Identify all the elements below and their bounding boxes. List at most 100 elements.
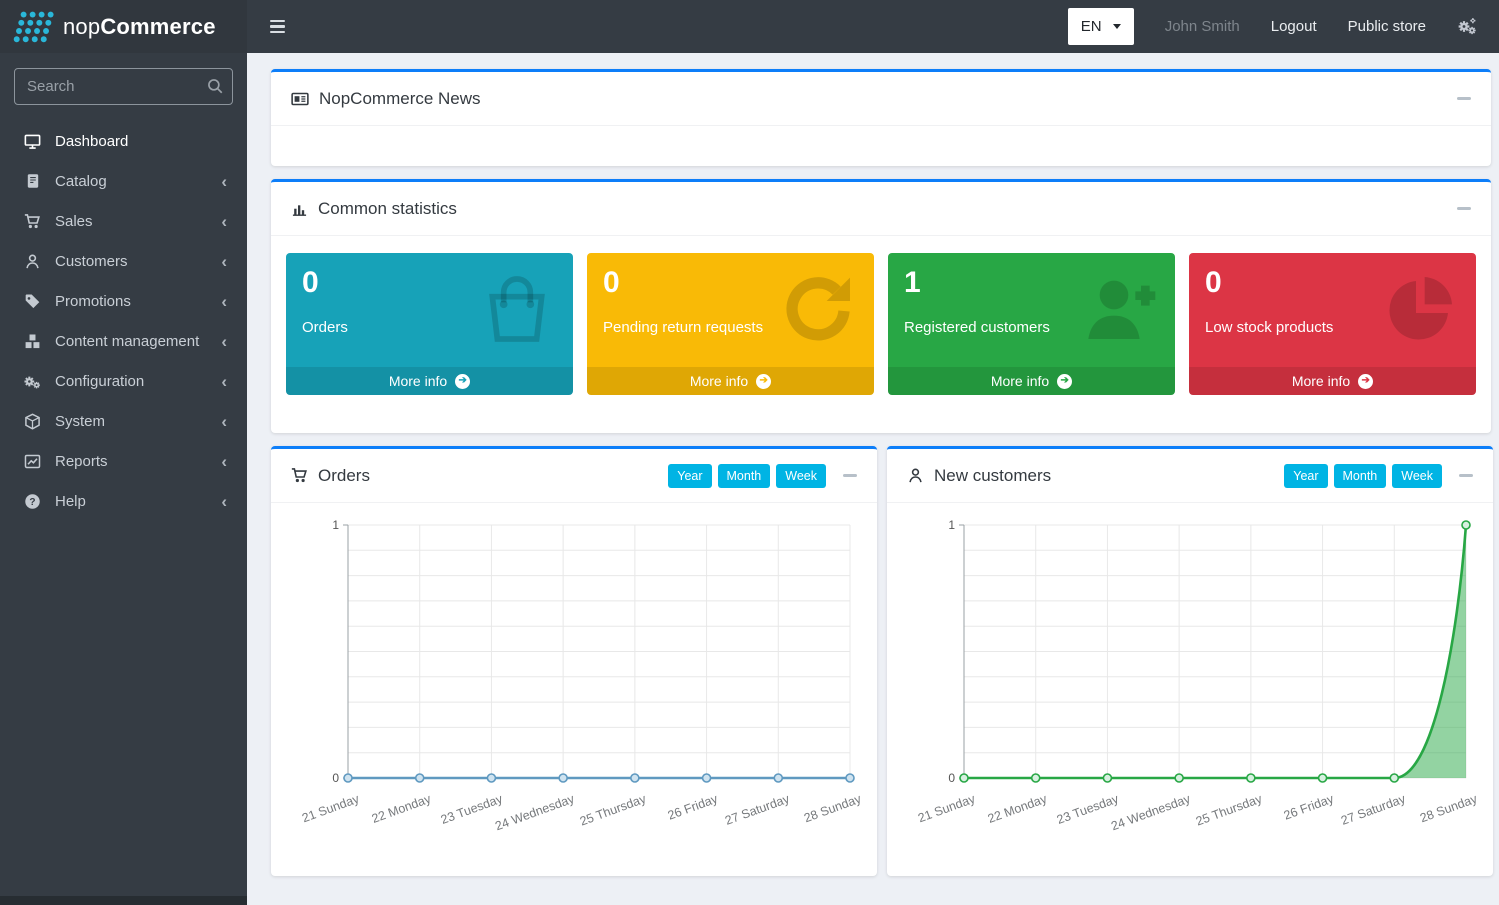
question-icon: ? — [22, 493, 43, 510]
svg-text:1: 1 — [948, 518, 955, 532]
svg-text:?: ? — [29, 497, 35, 508]
monitor-icon — [22, 133, 43, 150]
sidebar-item-label: Configuration — [55, 372, 145, 390]
arrow-circle-right-icon: ➔ — [1057, 373, 1073, 389]
info-box-value: 1 — [904, 266, 921, 299]
chart-range-button-week[interactable]: Week — [776, 463, 826, 488]
chart-range-button-month[interactable]: Month — [1333, 463, 1387, 488]
more-info-label: More info — [1291, 373, 1351, 389]
sidebar-item-label: Catalog — [55, 172, 107, 190]
orders-chart-panel: Orders Year Month Week 0 1 21 Sunday 22 Monda… — [271, 446, 877, 876]
more-info-link-orders[interactable]: More info ➔ — [286, 367, 573, 395]
info-box-orders: 0 Orders More info ➔ — [286, 253, 573, 395]
more-info-link-registered-customers[interactable]: More info ➔ — [888, 367, 1175, 395]
public-store-link[interactable]: Public store — [1347, 18, 1426, 35]
more-info-label: More info — [990, 373, 1050, 389]
sidebar-item-label: Sales — [55, 212, 93, 230]
collapse-minus-icon[interactable] — [1457, 207, 1471, 210]
book-icon — [22, 173, 43, 189]
pie-chart-icon — [1380, 269, 1460, 349]
user-icon — [22, 253, 43, 270]
info-box-low-stock-products: 0 Low stock products More info ➔ — [1189, 253, 1476, 395]
brand-name: nopCommerce — [63, 13, 216, 39]
info-box-label: Registered customers — [904, 319, 1050, 336]
sidebar-item-label: Content management — [55, 332, 200, 350]
chevron-left-icon: ‹ — [221, 331, 227, 351]
chevron-left-icon: ‹ — [221, 211, 227, 231]
gears-icon — [22, 373, 43, 390]
newspaper-icon — [291, 90, 309, 108]
info-box-label: Pending return requests — [603, 319, 764, 336]
sidebar-item-sales[interactable]: Sales ‹ — [0, 201, 247, 241]
svg-text:22 Monday: 22 Monday — [370, 791, 434, 826]
news-panel: NopCommerce News — [271, 69, 1491, 166]
sidebar-search — [14, 68, 233, 105]
svg-text:0: 0 — [948, 771, 955, 785]
collapse-minus-icon[interactable] — [1459, 474, 1473, 477]
sidebar-item-help[interactable]: ? Help ‹ — [0, 481, 247, 521]
settings-gears-icon[interactable] — [1457, 17, 1478, 36]
more-info-link-low-stock-products[interactable]: More info ➔ — [1189, 367, 1476, 395]
svg-text:22 Monday: 22 Monday — [986, 791, 1050, 826]
chart-line-icon — [22, 453, 43, 470]
svg-text:21 Sunday: 21 Sunday — [300, 791, 362, 825]
chart-range-button-year[interactable]: Year — [1284, 463, 1328, 488]
news-panel-header: NopCommerce News — [271, 72, 1491, 126]
tag-icon — [22, 293, 43, 310]
chart-range-button-year[interactable]: Year — [668, 463, 712, 488]
language-select[interactable]: EN — [1067, 8, 1134, 45]
search-icon[interactable] — [206, 77, 224, 100]
info-box-body: 0 Orders — [286, 253, 573, 367]
chart-range-button-month[interactable]: Month — [717, 463, 771, 488]
sidebar-item-configuration[interactable]: Configuration ‹ — [0, 361, 247, 401]
sidebar-item-customers[interactable]: Customers ‹ — [0, 241, 247, 281]
user-plus-icon — [1079, 269, 1159, 349]
more-info-link-pending-return-requests[interactable]: More info ➔ — [587, 367, 874, 395]
svg-text:24 Wednesday: 24 Wednesday — [1109, 791, 1193, 833]
sidebar-item-label: Promotions — [55, 292, 131, 310]
new-customers-chart-header: New customers Year Month Week — [887, 449, 1493, 503]
search-input[interactable] — [14, 68, 233, 105]
logout-link[interactable]: Logout — [1270, 18, 1317, 35]
new-customers-chart-panel: New customers Year Month Week 0 1 21 Sunday 2… — [887, 446, 1493, 876]
svg-text:27 Saturday: 27 Saturday — [1339, 791, 1408, 827]
info-box-registered-customers: 1 Registered customers More info ➔ — [888, 253, 1175, 395]
chevron-left-icon: ‹ — [221, 291, 227, 311]
collapse-minus-icon[interactable] — [843, 474, 857, 477]
sidebar-item-content-management[interactable]: Content management ‹ — [0, 321, 247, 361]
arrow-circle-right-icon: ➔ — [1358, 373, 1374, 389]
new-customers-chart-title: New customers — [934, 465, 1052, 485]
logged-in-user-name: John Smith — [1164, 18, 1240, 35]
sidebar-toggle-hamburger-icon[interactable] — [270, 19, 285, 34]
info-box-label: Orders — [302, 319, 348, 336]
sidebar-item-dashboard[interactable]: Dashboard — [0, 121, 247, 161]
sidebar-item-promotions[interactable]: Promotions ‹ — [0, 281, 247, 321]
svg-text:24 Wednesday: 24 Wednesday — [493, 791, 577, 833]
info-box-body: 1 Registered customers — [888, 253, 1175, 367]
info-box-value: 0 — [302, 266, 319, 299]
chevron-left-icon: ‹ — [221, 171, 227, 191]
brand-logo[interactable]: nopCommerce — [0, 0, 247, 53]
sidebar-item-reports[interactable]: Reports ‹ — [0, 441, 247, 481]
top-navbar: nopCommerce EN John Smith Logout Public … — [0, 0, 1499, 53]
chart-range-button-week[interactable]: Week — [1392, 463, 1442, 488]
nopcommerce-dots-logo-icon — [10, 9, 56, 45]
sidebar-item-system[interactable]: System ‹ — [0, 401, 247, 441]
svg-text:28 Sunday: 28 Sunday — [802, 791, 864, 825]
info-box-value: 0 — [1205, 266, 1222, 299]
user-icon — [907, 467, 924, 484]
bar-chart-icon — [291, 200, 308, 217]
orders-chart-header: Orders Year Month Week — [271, 449, 877, 503]
more-info-label: More info — [388, 373, 448, 389]
cart-icon — [22, 213, 43, 230]
sidebar-item-catalog[interactable]: Catalog ‹ — [0, 161, 247, 201]
chevron-left-icon: ‹ — [221, 371, 227, 391]
svg-text:27 Saturday: 27 Saturday — [723, 791, 792, 827]
collapse-minus-icon[interactable] — [1457, 97, 1471, 100]
svg-text:1: 1 — [332, 518, 339, 532]
box-icon — [22, 412, 43, 430]
arrow-circle-right-icon: ➔ — [756, 373, 772, 389]
info-box-label: Low stock products — [1205, 319, 1334, 336]
cubes-icon — [22, 333, 43, 350]
